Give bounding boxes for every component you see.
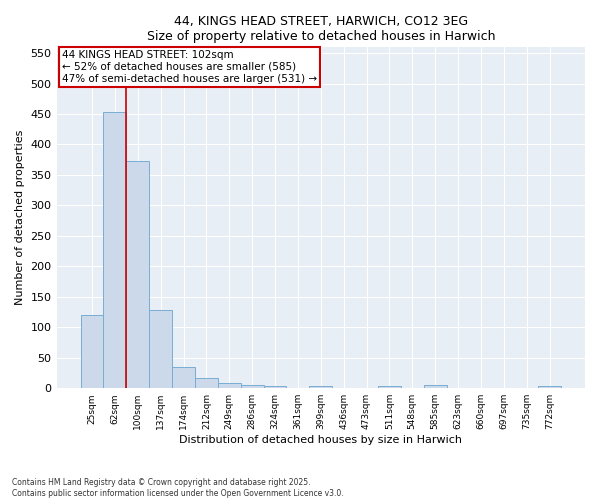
X-axis label: Distribution of detached houses by size in Harwich: Distribution of detached houses by size … bbox=[179, 435, 462, 445]
Bar bbox=[538, 386, 561, 388]
Bar bbox=[127, 161, 149, 388]
Title: 44, KINGS HEAD STREET, HARWICH, CO12 3EG
Size of property relative to detached h: 44, KINGS HEAD STREET, HARWICH, CO12 3EG… bbox=[146, 15, 495, 43]
Text: 44 KINGS HEAD STREET: 102sqm
← 52% of detached houses are smaller (585)
47% of s: 44 KINGS HEAD STREET: 102sqm ← 52% of de… bbox=[62, 50, 317, 84]
Bar bbox=[263, 386, 286, 388]
Text: Contains HM Land Registry data © Crown copyright and database right 2025.
Contai: Contains HM Land Registry data © Crown c… bbox=[12, 478, 344, 498]
Bar bbox=[149, 310, 172, 388]
Bar bbox=[218, 384, 241, 388]
Y-axis label: Number of detached properties: Number of detached properties bbox=[15, 130, 25, 306]
Bar bbox=[103, 112, 127, 388]
Bar bbox=[378, 386, 401, 388]
Bar bbox=[241, 385, 263, 388]
Bar bbox=[424, 385, 446, 388]
Bar bbox=[195, 378, 218, 388]
Bar bbox=[172, 367, 195, 388]
Bar bbox=[310, 386, 332, 388]
Bar bbox=[80, 315, 103, 388]
